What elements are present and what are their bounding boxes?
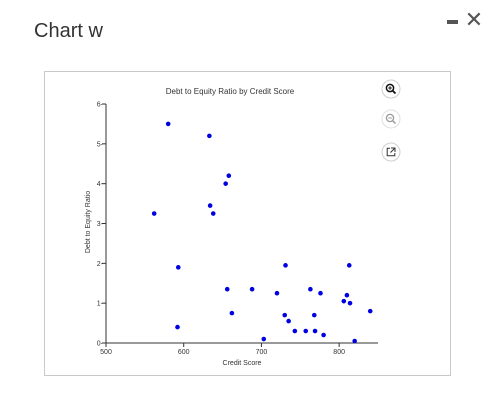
y-tick-label: 5- <box>97 141 104 148</box>
dialog-title: Chart w <box>34 20 103 42</box>
x-tick-label: 700 <box>256 349 268 356</box>
scatter-chart: Debt to Equity Ratio by Credit Score 500… <box>85 79 401 367</box>
data-point <box>151 211 157 216</box>
data-point <box>312 328 318 334</box>
data-point <box>308 286 313 292</box>
data-point <box>292 328 298 334</box>
data-point <box>229 310 235 316</box>
data-point <box>274 290 280 296</box>
data-point <box>207 133 212 139</box>
data-point <box>175 324 180 330</box>
data-point <box>286 318 291 324</box>
y-tick-label: 4- <box>97 181 104 188</box>
x-tick-label: 600 <box>178 349 190 356</box>
y-tick-label: 6- <box>97 102 104 109</box>
data-point <box>346 263 352 268</box>
close-button[interactable]: ✕ <box>464 7 484 32</box>
data-point <box>311 312 317 318</box>
data-point <box>165 121 171 127</box>
y-axis-label: Debt to Equity Ratio <box>85 191 92 253</box>
chart-panel: Debt to Equity Ratio by Credit Score 500… <box>44 71 451 376</box>
data-point <box>283 263 288 268</box>
minimize-icon <box>446 20 458 24</box>
data-point <box>175 265 181 270</box>
data-point <box>261 336 267 342</box>
zoom-out-icon <box>385 113 397 125</box>
minimize-button[interactable] <box>445 10 459 30</box>
y-tick-label: 2- <box>97 261 104 268</box>
data-point <box>318 290 323 296</box>
data-point <box>207 203 213 208</box>
chart-axes: 500 600 700 800 0- 1- 2- 3- 4- 5- 6- <box>97 102 378 356</box>
data-point <box>226 173 232 178</box>
x-tick-label: 500 <box>100 349 112 356</box>
data-point <box>223 181 228 186</box>
popout-button[interactable] <box>381 142 401 162</box>
y-tick-label: 1- <box>97 301 104 308</box>
data-point <box>352 338 357 344</box>
chart-points <box>151 121 373 344</box>
data-point <box>224 286 230 292</box>
external-link-icon <box>386 147 396 157</box>
close-icon: ✕ <box>464 7 484 32</box>
zoom-out-button[interactable] <box>381 109 401 129</box>
data-point <box>344 292 350 298</box>
data-point <box>347 300 353 306</box>
y-tick-label: 3- <box>97 221 104 228</box>
data-point <box>282 312 288 318</box>
data-point <box>249 286 255 292</box>
chart-title: Debt to Equity Ratio by Credit Score <box>166 87 295 96</box>
data-point <box>341 298 347 304</box>
zoom-in-icon <box>385 83 397 95</box>
data-point <box>321 332 326 338</box>
x-tick-label: 800 <box>333 349 345 356</box>
y-tick-label: 0- <box>97 341 104 348</box>
data-point <box>210 211 216 216</box>
zoom-in-button[interactable] <box>381 79 401 99</box>
x-axis-label: Credit Score <box>223 360 262 367</box>
data-point <box>303 328 309 334</box>
data-point <box>367 308 373 314</box>
